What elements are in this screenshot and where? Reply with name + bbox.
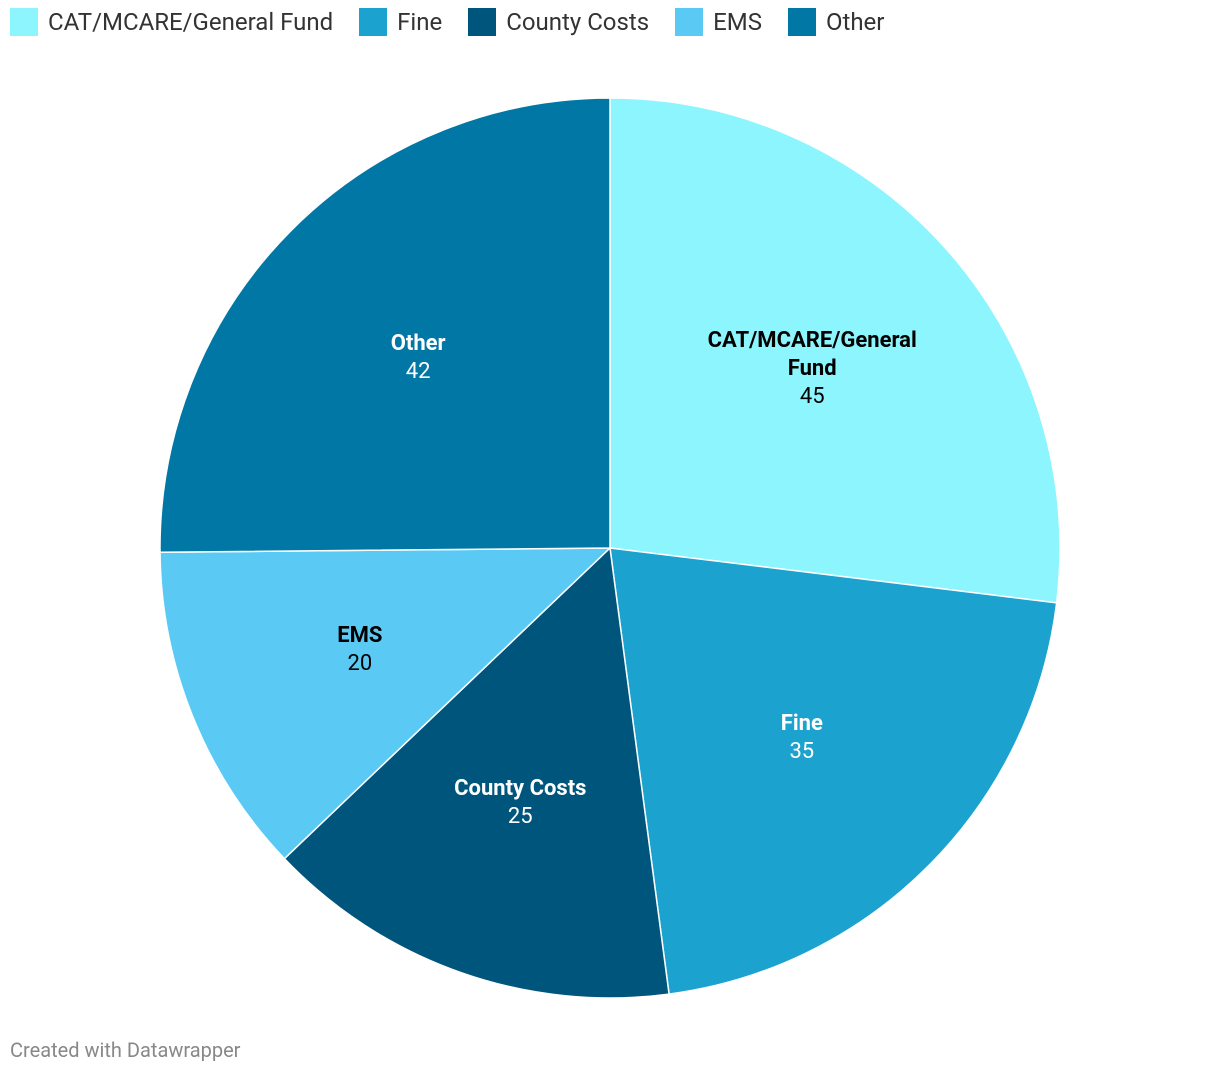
legend-swatch [787, 8, 816, 36]
slice-value: 42 [405, 358, 431, 384]
slice-name: EMS [337, 622, 383, 648]
legend: CAT/MCARE/General Fund Fine County Costs EM… [10, 8, 884, 36]
slice-name: Fine [780, 711, 823, 737]
slice-label: County Costs 25 [390, 775, 650, 831]
legend-swatch [359, 8, 388, 36]
slice-name: County Costs [454, 775, 587, 801]
pie-slice [609, 547, 1058, 995]
slice-value: 20 [347, 650, 373, 676]
legend-label: Fine [397, 8, 443, 36]
credit: Created with Datawrapper [10, 1038, 241, 1062]
pie-slice [283, 546, 670, 999]
slice-name: CAT/MCARE/General Fund [707, 328, 917, 382]
legend-swatch [468, 8, 497, 36]
slice-label: Fine 35 [672, 710, 932, 766]
legend-item: Fine [359, 8, 442, 36]
pie-slice [609, 97, 1061, 604]
legend-label: EMS [713, 8, 762, 36]
legend-label: Other [825, 8, 885, 36]
pie-slice [159, 97, 611, 553]
slice-label: Other 42 [288, 330, 548, 386]
slice-label: CAT/MCARE/General Fund 45 [682, 327, 942, 411]
pie-slice [159, 547, 612, 860]
slice-name: Other [390, 330, 446, 356]
legend-item: County Costs [468, 8, 649, 36]
slice-label: EMS 20 [230, 622, 490, 678]
legend-item: EMS [675, 8, 762, 36]
legend-swatch [10, 8, 38, 36]
legend-item: CAT/MCARE/General Fund [10, 8, 333, 36]
legend-item: Other [787, 8, 885, 36]
legend-label: County Costs [506, 8, 650, 36]
slice-value: 45 [799, 384, 825, 410]
slice-value: 35 [789, 739, 815, 765]
legend-label: CAT/MCARE/General Fund [48, 8, 334, 36]
legend-swatch [675, 8, 704, 36]
slice-value: 25 [507, 803, 533, 829]
